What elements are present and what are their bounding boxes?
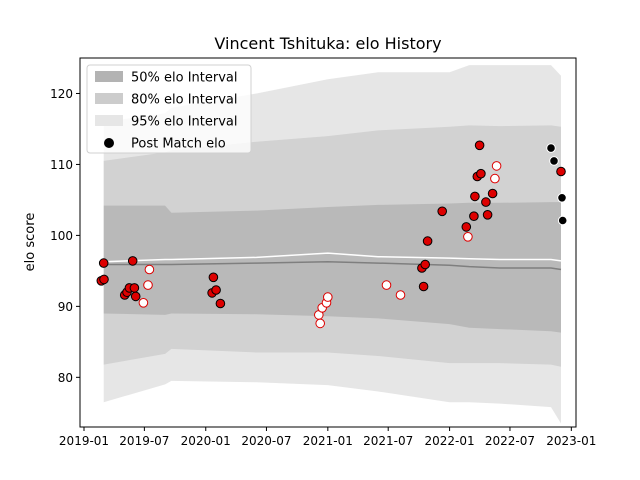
legend-label-3: Post Match elo	[131, 137, 226, 152]
data-point-34	[476, 168, 486, 179]
data-point-44	[557, 215, 568, 226]
x-tick-label-0: 2019-01	[59, 434, 109, 448]
legend-swatch-2	[95, 115, 123, 126]
data-point-39	[491, 161, 502, 171]
legend-label-0: 50% elo Interval	[131, 71, 238, 86]
data-point-36	[482, 210, 493, 220]
x-tick-label-3: 2020-07	[241, 434, 291, 448]
band-95	[103, 65, 561, 424]
x-tick-label-1: 2019-07	[119, 434, 169, 448]
legend: 50% elo Interval 80% elo Interval 95% elo …	[86, 64, 252, 154]
chart-title: Vincent Tshituka: elo History	[214, 34, 441, 53]
legend-swatch-0	[95, 71, 123, 82]
x-tick-label-8: 2023-01	[546, 434, 596, 448]
data-point-24	[418, 281, 429, 292]
legend-marker-3	[104, 138, 114, 148]
data-point-6	[127, 256, 138, 266]
y-axis-label: elo score	[23, 213, 38, 272]
data-point-25	[420, 259, 431, 270]
data-point-28	[461, 222, 472, 232]
x-tick-label-6: 2022-01	[425, 434, 475, 448]
x-tick-label-7: 2022-07	[485, 434, 535, 448]
y-tick-label-0: 80	[58, 371, 73, 385]
data-point-42	[556, 166, 566, 177]
data-point-17	[315, 318, 326, 329]
data-point-35	[481, 197, 491, 207]
legend-box	[86, 64, 252, 154]
data-point-40	[546, 143, 556, 153]
data-point-15	[215, 298, 226, 309]
legend-label-2: 95% elo Interval	[131, 115, 238, 130]
data-point-26	[422, 236, 433, 246]
x-tick-label-2: 2020-01	[181, 434, 231, 448]
data-point-7	[129, 283, 140, 293]
mean-line	[103, 252, 562, 263]
plot-area	[96, 65, 568, 424]
axes: 2019-01 2019-07 2020-01 2020-07 2021-01 2021-…	[50, 57, 596, 448]
y-tick-label-4: 120	[50, 87, 73, 101]
data-point-38	[490, 173, 500, 184]
data-point-27	[437, 206, 448, 217]
data-point-2	[98, 258, 109, 268]
data-point-30	[469, 211, 479, 221]
y-tick-label-1: 90	[58, 300, 73, 314]
data-point-43	[557, 193, 567, 203]
y-tick-label-3: 110	[50, 158, 73, 172]
median-line	[103, 260, 562, 271]
legend-swatch-1	[95, 93, 123, 104]
data-point-41	[549, 156, 559, 166]
legend-label-1: 80% elo Interval	[131, 93, 238, 108]
data-point-37	[487, 188, 498, 199]
x-tick-label-5: 2021-07	[363, 434, 413, 448]
data-point-13	[208, 272, 219, 283]
data-point-11	[144, 264, 155, 275]
data-point-21	[381, 280, 392, 290]
data-point-33	[474, 140, 485, 151]
data-point-1	[99, 274, 109, 285]
data-point-22	[395, 290, 406, 300]
data-point-14	[211, 285, 221, 295]
x-tick-label-4: 2021-01	[303, 434, 353, 448]
data-point-31	[470, 191, 480, 202]
data-point-29	[463, 232, 473, 242]
data-point-8	[130, 291, 141, 302]
data-point-20	[323, 292, 333, 302]
data-point-10	[143, 280, 153, 290]
data-point-9	[138, 298, 149, 308]
y-tick-label-2: 100	[50, 229, 73, 243]
